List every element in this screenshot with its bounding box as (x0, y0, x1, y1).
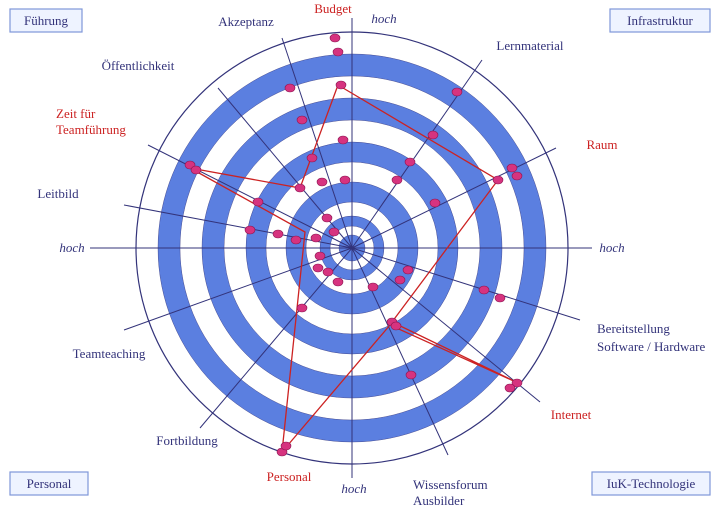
marker-dot (492, 175, 504, 185)
spoke (351, 247, 449, 456)
spoke-label: Leitbild (37, 186, 79, 201)
axis-label: hoch (371, 11, 396, 26)
marker-dot (390, 321, 402, 331)
corner-box (9, 471, 89, 496)
marker-dot (504, 383, 516, 393)
spoke-label: Fortbildung (156, 433, 218, 448)
marker-dot (332, 47, 344, 57)
marker-dot (290, 235, 302, 245)
spoke (351, 247, 541, 403)
marker-dot (312, 263, 324, 273)
spoke (351, 247, 581, 321)
marker-dot (284, 83, 296, 93)
marker-dot (321, 213, 333, 223)
marker-dot (511, 171, 523, 181)
corner-box (591, 471, 711, 496)
corner-label: Infrastruktur (627, 13, 693, 28)
spoke-label: Personal (267, 469, 312, 484)
spoke-label: Internet (551, 407, 592, 422)
marker-dot (329, 33, 341, 43)
marker-dot (402, 265, 414, 275)
spoke (351, 147, 557, 249)
spoke-label: Teamführung (56, 122, 126, 137)
marker-dot (427, 130, 439, 140)
spoke-label: Zeit für (56, 106, 96, 121)
axis-label: hoch (599, 240, 624, 255)
marker-dot (429, 198, 441, 208)
profile-line (189, 84, 519, 455)
marker-dot (494, 293, 506, 303)
axis-label: hoch (59, 240, 84, 255)
spoke-label: Software / Hardware (597, 339, 706, 354)
corner-box (9, 8, 83, 33)
marker-dot (316, 177, 328, 187)
spoke-label: Öffentlichkeit (102, 58, 175, 73)
spoke-label: Raum (586, 137, 617, 152)
marker-dot (335, 80, 347, 90)
marker-dot (391, 175, 403, 185)
marker-dot (394, 275, 406, 285)
marker-dot (367, 282, 379, 292)
spoke (199, 247, 353, 429)
spoke-label: Akzeptanz (218, 14, 274, 29)
spoke (123, 247, 353, 331)
marker-dot (339, 175, 351, 185)
dots (184, 33, 523, 457)
marker-dot (296, 303, 308, 313)
marker-dot (511, 378, 523, 388)
marker-dot (252, 197, 264, 207)
marker-dot (332, 277, 344, 287)
marker-dot (478, 285, 490, 295)
marker-dot (314, 251, 326, 261)
marker-dot (337, 135, 349, 145)
marker-dot (310, 233, 322, 243)
spoke-label: Bereitstellung (597, 321, 670, 336)
marker-dot (506, 163, 518, 173)
marker-dot (451, 87, 463, 97)
marker-dot (306, 153, 318, 163)
corner-label: Personal (27, 476, 72, 491)
marker-dot (404, 157, 416, 167)
marker-dot (280, 441, 292, 451)
marker-dot (322, 267, 334, 277)
marker-dot (405, 370, 417, 380)
axis-label: hoch (341, 481, 366, 496)
corner-label: IuK-Technologie (607, 476, 696, 491)
marker-dot (272, 229, 284, 239)
spoke-label: Lernmaterial (496, 38, 564, 53)
spoke-label: Teamteaching (73, 346, 146, 361)
spoke-label: Wissensforum (413, 477, 488, 492)
marker-dot (296, 115, 308, 125)
marker-dot (328, 227, 340, 237)
marker-dot (190, 165, 202, 175)
spoke-label: Ausbilder (413, 493, 465, 508)
corner-box (609, 8, 711, 33)
corner-label: Führung (24, 13, 69, 28)
marker-dot (294, 183, 306, 193)
marker-dot (244, 225, 256, 235)
spoke-label: Budget (314, 1, 352, 16)
spoke (147, 144, 353, 249)
